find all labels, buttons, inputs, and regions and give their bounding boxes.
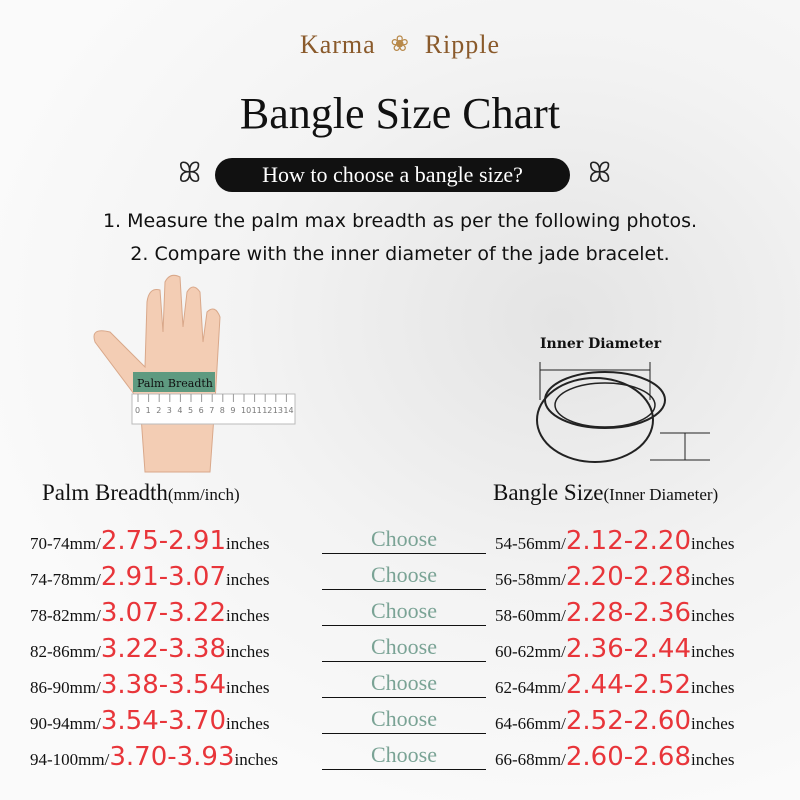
hand-illustration: Palm Breadth 0 1 2 3 4 5 6 7 8 9 10 11 12 13 14 — [93, 274, 296, 473]
bangle-size: 60-62mm/2.36-2.44inches — [495, 634, 735, 664]
bangle-size: 54-56mm/2.12-2.20inches — [495, 526, 735, 556]
ruler-tick-label: 9 — [230, 406, 235, 415]
ruler-tick-label: 2 — [156, 406, 161, 415]
palm-breadth-label-bg — [133, 372, 215, 392]
brand-right: Ripple — [424, 30, 501, 59]
ruler-tick-label: 14 — [283, 406, 293, 415]
ruler-tick-label: 8 — [220, 406, 225, 415]
bangle-size: 66-68mm/2.60-2.68inches — [495, 742, 735, 772]
ruler-tick-label: 11 — [252, 406, 262, 415]
divider-line — [322, 697, 486, 698]
inner-diameter-label: Inner Diameter — [540, 336, 662, 352]
instruction-2: 2. Compare with the inner diameter of th… — [130, 243, 670, 265]
size-row: 74-78mm/2.91-3.07inches Choose 56-58mm/2… — [0, 562, 800, 598]
ruler-tick-label: 12 — [262, 406, 272, 415]
ruler-tick-label: 10 — [241, 406, 251, 415]
choose-button[interactable]: Choose — [371, 670, 437, 695]
ruler-tick-label: 6 — [199, 406, 204, 415]
cloud-swirl-icon: ꕤ — [588, 156, 612, 189]
bangle-size: 56-58mm/2.20-2.28inches — [495, 562, 735, 592]
palm-breadth-header: Palm Breadth(mm/inch) — [42, 480, 240, 505]
ruler-tick-label: 1 — [146, 406, 151, 415]
size-row: 70-74mm/2.75-2.91inches Choose 54-56mm/2… — [0, 526, 800, 562]
ruler-tick-label: 0 — [135, 406, 140, 415]
palm-size: 82-86mm/3.22-3.38inches — [30, 634, 270, 664]
size-row: 78-82mm/3.07-3.22inches Choose 58-60mm/2… — [0, 598, 800, 634]
ruler-tick-label: 3 — [167, 406, 172, 415]
subtitle-pill: How to choose a bangle size? — [215, 158, 570, 192]
palm-size: 90-94mm/3.54-3.70inches — [30, 706, 270, 736]
choose-button[interactable]: Choose — [371, 706, 437, 731]
bangle-size-header: Bangle Size(Inner Diameter) — [493, 480, 719, 505]
bangle-size: 64-66mm/2.52-2.60inches — [495, 706, 735, 736]
palm-size: 70-74mm/2.75-2.91inches — [30, 526, 270, 556]
size-row: 82-86mm/3.22-3.38inches Choose 60-62mm/2… — [0, 634, 800, 670]
cloud-swirl-icon: ꕤ — [178, 156, 202, 189]
ruler-tick-label: 4 — [177, 406, 182, 415]
choose-button[interactable]: Choose — [371, 634, 437, 659]
palm-breadth-label: Palm Breadth — [137, 377, 213, 390]
size-row: 90-94mm/3.54-3.70inches Choose 64-66mm/2… — [0, 706, 800, 742]
size-row: 94-100mm/3.70-3.93inches Choose 66-68mm/… — [0, 742, 800, 778]
bangle-size: 62-64mm/2.44-2.52inches — [495, 670, 735, 700]
page-title: Bangle Size Chart — [239, 89, 561, 138]
divider-line — [322, 553, 486, 554]
palm-size: 94-100mm/3.70-3.93inches — [30, 742, 278, 772]
palm-size: 86-90mm/3.38-3.54inches — [30, 670, 270, 700]
divider-line — [322, 733, 486, 734]
choose-button[interactable]: Choose — [371, 598, 437, 623]
choose-button[interactable]: Choose — [371, 526, 437, 551]
lotus-icon: ❀ — [390, 31, 410, 56]
size-row: 86-90mm/3.38-3.54inches Choose 62-64mm/2… — [0, 670, 800, 706]
divider-line — [322, 589, 486, 590]
brand-logo: Karma ❀ Ripple — [0, 30, 800, 60]
instruction-1: 1. Measure the palm max breadth as per t… — [102, 210, 698, 232]
ruler-tick-label: 5 — [188, 406, 193, 415]
brand-left: Karma — [299, 30, 376, 59]
ruler-tick-label: 7 — [209, 406, 214, 415]
divider-line — [322, 625, 486, 626]
choose-button[interactable]: Choose — [371, 562, 437, 587]
bangle-size: 58-60mm/2.28-2.36inches — [495, 598, 735, 628]
ring-diagram: Inner Diameter — [536, 336, 710, 463]
palm-size: 74-78mm/2.91-3.07inches — [30, 562, 270, 592]
ruler-tick-label: 13 — [273, 406, 283, 415]
palm-size: 78-82mm/3.07-3.22inches — [30, 598, 270, 628]
choose-button[interactable]: Choose — [371, 742, 437, 767]
divider-line — [322, 661, 486, 662]
divider-line — [322, 769, 486, 770]
